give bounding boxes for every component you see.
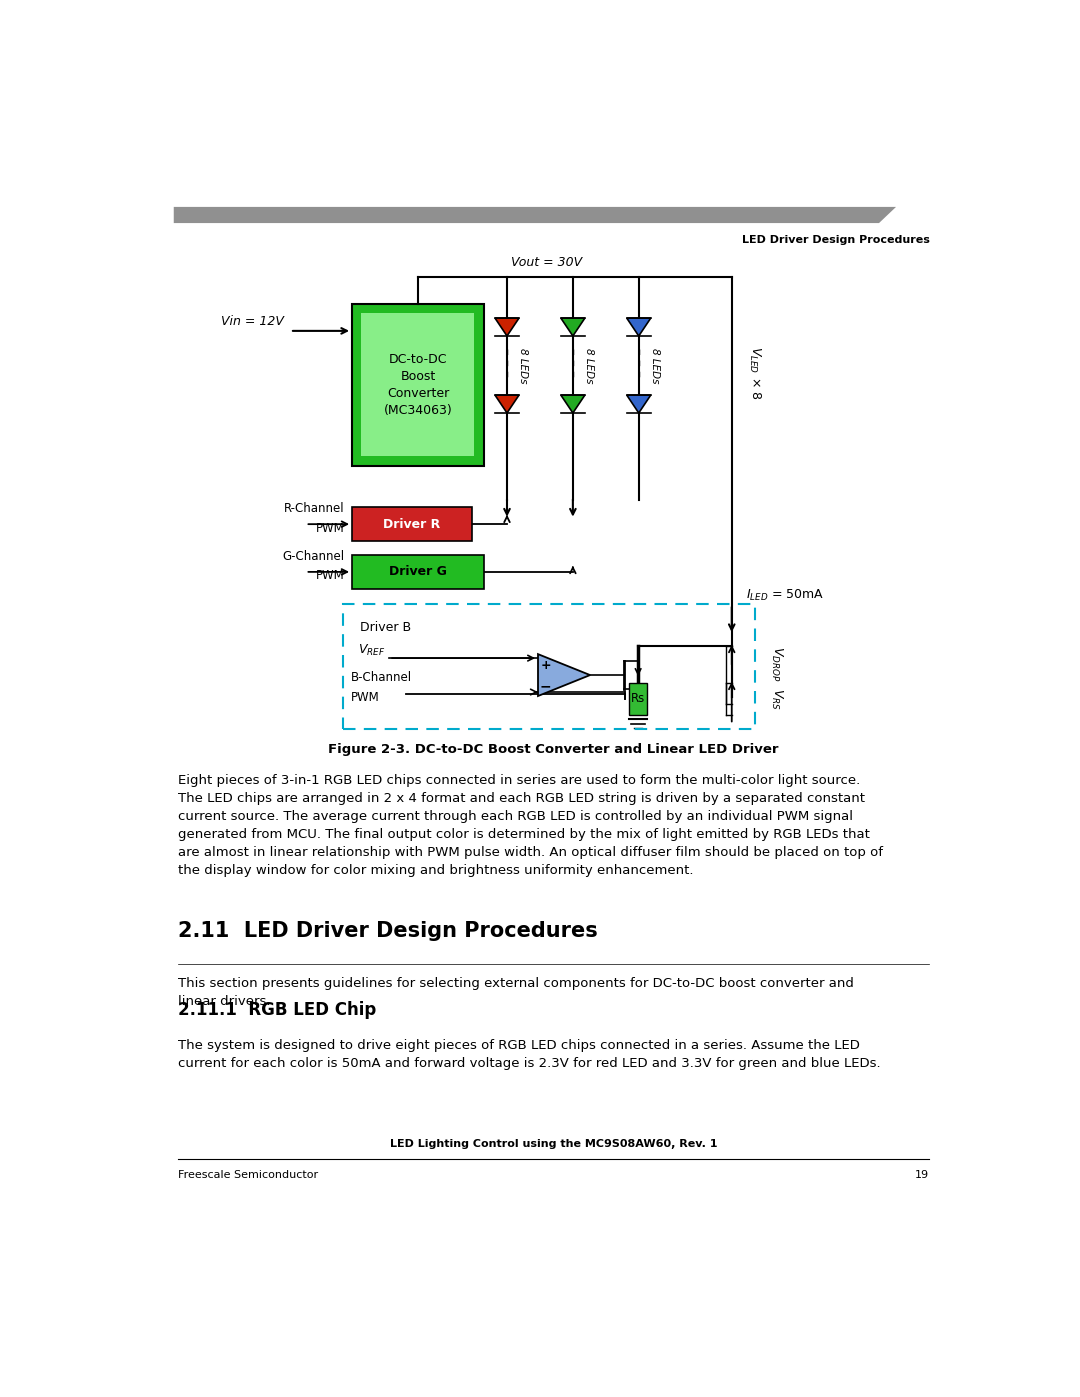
Text: $V_{RS}$: $V_{RS}$ (769, 687, 784, 710)
Polygon shape (352, 555, 484, 588)
Text: Driver B: Driver B (360, 622, 410, 634)
Text: −: − (540, 679, 552, 694)
Text: PWM: PWM (315, 569, 345, 583)
Text: Rs: Rs (631, 693, 645, 705)
Text: 8 LEDs: 8 LEDs (583, 348, 594, 383)
Text: $V_{REF}$: $V_{REF}$ (359, 643, 386, 658)
Polygon shape (626, 395, 651, 414)
Polygon shape (561, 319, 585, 337)
Text: The system is designed to drive eight pieces of RGB LED chips connected in a ser: The system is designed to drive eight pi… (177, 1039, 880, 1070)
Text: Driver G: Driver G (389, 566, 447, 578)
Text: R-Channel: R-Channel (284, 503, 345, 515)
Polygon shape (352, 305, 484, 465)
Text: 2.11.1  RGB LED Chip: 2.11.1 RGB LED Chip (177, 1000, 376, 1018)
Polygon shape (561, 395, 585, 414)
Text: Vin = 12V: Vin = 12V (221, 314, 284, 328)
Text: Eight pieces of 3-in-1 RGB LED chips connected in series are used to form the mu: Eight pieces of 3-in-1 RGB LED chips con… (177, 774, 882, 877)
Polygon shape (626, 319, 651, 337)
Text: This section presents guidelines for selecting external components for DC-to-DC : This section presents guidelines for sel… (177, 977, 853, 1007)
Polygon shape (352, 507, 472, 541)
Text: Figure 2-3. DC-to-DC Boost Converter and Linear LED Driver: Figure 2-3. DC-to-DC Boost Converter and… (328, 743, 779, 756)
Text: Freescale Semiconductor: Freescale Semiconductor (177, 1171, 318, 1180)
Text: $V_{LED}$ × 8: $V_{LED}$ × 8 (747, 346, 762, 400)
Polygon shape (495, 319, 519, 337)
Text: Driver R: Driver R (383, 518, 441, 531)
Text: 8 LEDs: 8 LEDs (649, 348, 660, 383)
Text: $I_{LED}$ = 50mA: $I_{LED}$ = 50mA (745, 588, 824, 602)
Text: 8 LEDs: 8 LEDs (517, 348, 528, 383)
Polygon shape (629, 683, 647, 715)
Text: +: + (540, 659, 551, 672)
Text: G-Channel: G-Channel (282, 550, 345, 563)
Text: 2.11  LED Driver Design Procedures: 2.11 LED Driver Design Procedures (177, 922, 597, 942)
Text: LED Lighting Control using the MC9S08AW60, Rev. 1: LED Lighting Control using the MC9S08AW6… (390, 1140, 717, 1150)
Polygon shape (362, 313, 474, 457)
Polygon shape (538, 654, 590, 696)
Text: B-Channel: B-Channel (350, 671, 411, 685)
Text: PWM: PWM (315, 521, 345, 535)
Text: 19: 19 (915, 1171, 930, 1180)
Text: LED Driver Design Procedures: LED Driver Design Procedures (742, 235, 930, 244)
Text: Vout = 30V: Vout = 30V (511, 256, 582, 268)
Text: DC-to-DC
Boost
Converter
(MC34063): DC-to-DC Boost Converter (MC34063) (383, 353, 453, 416)
Polygon shape (495, 395, 519, 414)
Text: PWM: PWM (350, 692, 379, 704)
Text: $V_{DROP}$: $V_{DROP}$ (769, 645, 784, 682)
Polygon shape (174, 207, 896, 224)
